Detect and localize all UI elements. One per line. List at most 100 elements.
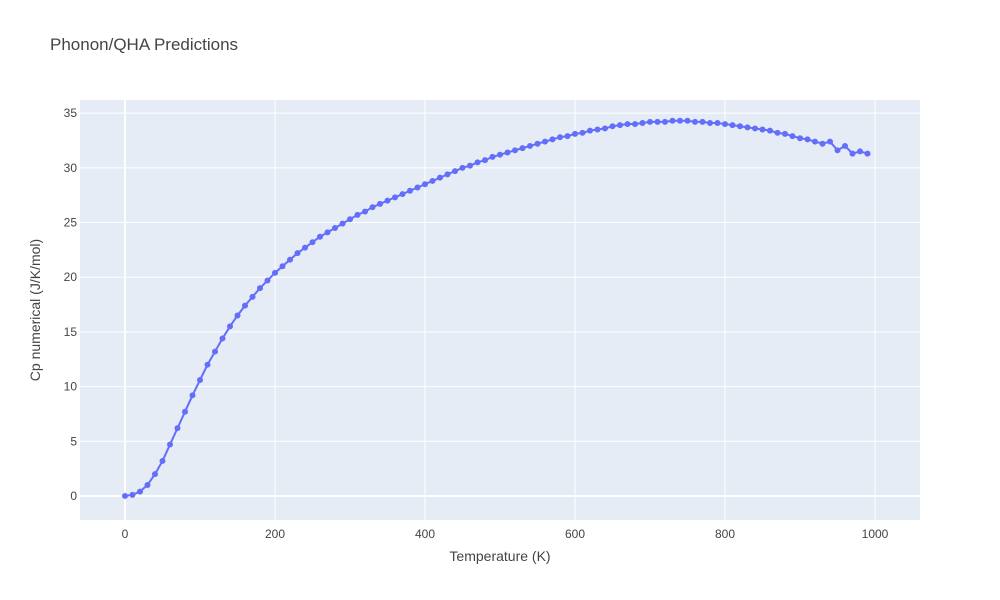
data-point	[744, 124, 751, 131]
data-point	[287, 256, 293, 263]
data-point	[377, 200, 383, 207]
data-point	[759, 126, 766, 133]
data-point	[392, 194, 398, 201]
data-point	[197, 377, 203, 383]
data-point	[474, 159, 481, 166]
data-point	[549, 136, 556, 143]
y-axis-title: Cp numerical (J/K/mol)	[27, 239, 43, 381]
x-axis-title: Temperature (K)	[449, 548, 550, 564]
data-point	[579, 129, 586, 136]
y-tick-label: 20	[64, 270, 78, 284]
data-point	[849, 150, 856, 157]
data-point	[609, 123, 616, 130]
data-point	[602, 125, 608, 132]
data-point	[407, 187, 413, 194]
data-point	[152, 471, 158, 478]
x-tick-label: 800	[715, 527, 735, 541]
y-tick-label: 25	[64, 216, 78, 230]
data-point	[384, 197, 391, 204]
data-point	[819, 140, 826, 147]
data-point	[369, 204, 376, 211]
series-layer	[122, 117, 871, 499]
data-point	[302, 244, 308, 251]
data-point	[617, 122, 623, 129]
y-tick-label: 30	[64, 161, 78, 175]
data-point	[264, 277, 271, 284]
data-point	[444, 171, 451, 178]
data-point	[414, 184, 421, 191]
x-tick-label: 1000	[862, 527, 889, 541]
data-point	[624, 121, 631, 128]
data-point	[452, 168, 458, 175]
data-point	[122, 492, 128, 499]
data-point	[857, 148, 863, 155]
data-point	[174, 425, 181, 432]
data-point	[437, 174, 443, 181]
data-point	[129, 491, 136, 498]
data-point	[317, 233, 323, 240]
data-point	[684, 117, 691, 124]
y-tick-label: 0	[70, 489, 77, 503]
data-point	[767, 127, 773, 134]
data-point	[714, 119, 721, 126]
data-point	[294, 250, 301, 257]
data-point	[324, 229, 331, 236]
data-point	[347, 216, 353, 223]
data-point	[309, 239, 316, 246]
data-point	[864, 150, 871, 157]
y-tick-label: 15	[64, 325, 78, 339]
data-point	[737, 123, 743, 130]
data-point	[527, 142, 533, 149]
data-point	[752, 125, 758, 132]
data-point	[422, 181, 428, 188]
data-point	[519, 145, 526, 152]
data-point	[279, 263, 286, 270]
data-point	[182, 408, 188, 415]
data-point	[204, 361, 211, 368]
data-point	[722, 121, 728, 128]
data-point	[812, 138, 818, 145]
data-point	[339, 220, 346, 227]
data-point	[219, 335, 226, 342]
data-point	[662, 118, 668, 125]
data-point	[167, 441, 173, 448]
grid-lines	[80, 100, 920, 520]
data-point	[137, 488, 143, 495]
chart-title: Phonon/QHA Predictions	[50, 35, 238, 54]
y-tick-label: 35	[64, 106, 78, 120]
data-point	[594, 126, 601, 133]
data-point	[249, 293, 256, 300]
data-point	[827, 138, 833, 145]
data-point	[564, 133, 571, 140]
data-point	[399, 191, 406, 198]
data-point	[692, 118, 698, 125]
data-point	[482, 157, 488, 164]
data-point	[512, 147, 518, 154]
data-point	[797, 135, 803, 142]
data-point	[212, 348, 218, 355]
data-point	[654, 118, 661, 125]
data-point	[842, 142, 848, 149]
data-point	[354, 211, 361, 218]
x-tick-label: 200	[265, 527, 285, 541]
plot-area	[80, 100, 920, 520]
data-point	[804, 136, 811, 143]
data-point	[242, 302, 248, 309]
data-point	[459, 164, 466, 171]
data-point	[504, 149, 511, 156]
data-point	[699, 118, 706, 125]
series-line	[124, 119, 868, 497]
x-tick-label: 600	[565, 527, 585, 541]
data-point	[429, 177, 436, 184]
data-point	[834, 147, 841, 154]
data-point	[639, 119, 646, 126]
data-point	[707, 119, 713, 126]
data-point	[789, 133, 796, 140]
data-point	[534, 140, 541, 147]
data-point	[257, 285, 263, 292]
data-point	[587, 127, 593, 134]
y-tick-label: 10	[64, 380, 78, 394]
data-point	[647, 118, 653, 125]
data-point	[159, 457, 166, 464]
